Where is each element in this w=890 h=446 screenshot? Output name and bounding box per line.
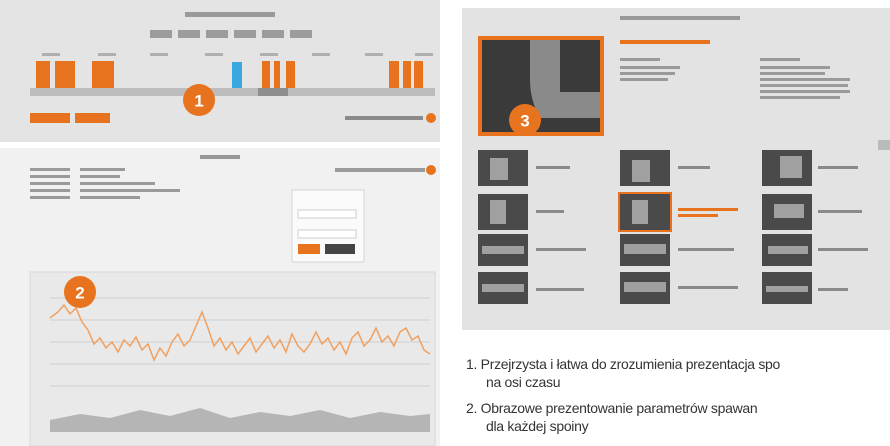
- input[interactable]: [297, 229, 357, 239]
- orange-button[interactable]: [30, 113, 70, 123]
- orange-button[interactable]: [298, 244, 320, 254]
- timeline-bar: [30, 88, 435, 96]
- weld-shape: [530, 40, 600, 118]
- blur-details: [30, 168, 425, 199]
- weld-blocks: [36, 61, 423, 88]
- badge-circle: [509, 104, 541, 136]
- caption-line: na osi czasu: [486, 374, 561, 390]
- chart-grid: [50, 297, 430, 387]
- defect-grid[interactable]: [478, 150, 868, 304]
- caption-line: dla każdej spoiny: [486, 418, 589, 434]
- timeline-cursor: [258, 88, 288, 96]
- view-buttons: [150, 30, 312, 38]
- badge: 2: [75, 284, 84, 303]
- orange-button[interactable]: [75, 113, 110, 123]
- caption-line: 2. Obrazowe prezentowanie parametrów spa…: [466, 400, 758, 416]
- blur-lists: [620, 58, 850, 99]
- input[interactable]: [297, 209, 357, 219]
- blur-title: [185, 12, 275, 17]
- signal-line: [49, 303, 431, 362]
- link-icon[interactable]: [426, 113, 436, 123]
- overview-area: [50, 408, 430, 432]
- link-icon[interactable]: [426, 165, 436, 175]
- time-labels: [42, 53, 433, 56]
- caption-line: 1. Przejrzysta i łatwa do zrozumienia pr…: [466, 356, 781, 372]
- blur-title: [200, 155, 240, 159]
- badge-circle: [183, 84, 215, 116]
- blur-title: [620, 16, 740, 20]
- selected-weld: [232, 62, 242, 88]
- badge: 1: [194, 92, 203, 111]
- blur-heading: [620, 40, 710, 44]
- dark-button[interactable]: [325, 244, 355, 254]
- badge-circle: [64, 276, 96, 308]
- scroll-button[interactable]: [878, 140, 890, 150]
- badge: 3: [520, 112, 529, 131]
- blur-link: [345, 116, 423, 120]
